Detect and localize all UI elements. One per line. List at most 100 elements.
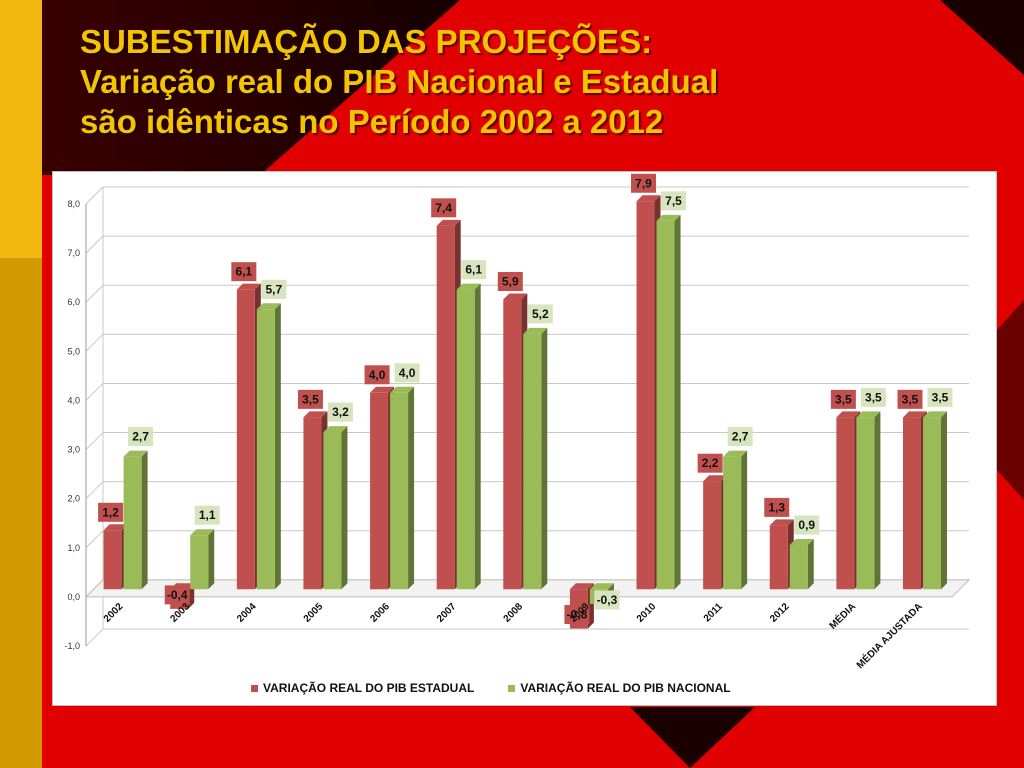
bar-nacional — [922, 417, 941, 590]
bar-nacional-side — [274, 303, 281, 590]
y-tick-label: 1,0 — [67, 543, 80, 553]
legend-swatch-nacional — [508, 684, 516, 692]
bar-nacional-side — [741, 450, 748, 590]
data-label-nacional: 3,2 — [332, 405, 349, 419]
bar-estadual — [370, 392, 389, 590]
data-label-estadual-box — [297, 389, 323, 409]
y-tick-label: -1,0 — [64, 641, 80, 651]
gridline-side — [85, 628, 104, 647]
data-label-estadual: -0,8 — [567, 608, 588, 622]
data-label-estadual-box — [631, 173, 657, 193]
bar-nacional — [523, 333, 542, 590]
bar-nacional-side — [807, 539, 814, 590]
gridline-side — [85, 530, 104, 549]
bar-nacional — [789, 545, 808, 590]
slide-title: SUBESTIMAÇÃO DAS PROJEÇÕES: Variação rea… — [80, 22, 718, 142]
bar-nacional — [390, 392, 409, 590]
x-tick-label: 2007 — [435, 601, 459, 625]
y-tick-label: 2,0 — [67, 494, 80, 504]
bar-estadual — [703, 481, 722, 590]
data-label-estadual: 1,3 — [768, 500, 785, 514]
x-tick-label: 2006 — [368, 601, 392, 625]
data-label-nacional-box — [394, 363, 420, 383]
bar-nacional-side — [674, 214, 681, 590]
y-tick-label: 3,0 — [67, 445, 80, 455]
data-label-nacional: 2,7 — [132, 430, 149, 444]
bar-nacional-side — [541, 327, 548, 590]
bar-nacional-side — [408, 386, 415, 590]
data-label-estadual: 3,5 — [302, 392, 319, 406]
data-label-estadual-box — [364, 365, 390, 385]
data-label-estadual-box — [697, 453, 723, 473]
data-label-estadual-box — [164, 585, 190, 605]
y-tick-label: 7,0 — [67, 248, 80, 258]
data-label-nacional: 7,5 — [665, 194, 682, 208]
x-tick-label: 2005 — [302, 601, 326, 625]
gridline-side — [85, 333, 104, 352]
data-label-nacional: 1,1 — [199, 508, 216, 522]
data-label-estadual: 6,1 — [235, 265, 252, 279]
bar-estadual — [236, 289, 255, 590]
data-label-nacional-box — [860, 387, 886, 407]
bar-estadual — [636, 201, 655, 590]
bar-chart: -1,0 0,0 1,0 2,0 3,0 4,0 5,0 6,0 7,0 8,0 1,2 2,7 200… — [64, 173, 971, 671]
bar-nacional-top — [656, 214, 681, 221]
data-label-nacional-box — [527, 304, 553, 324]
data-label-nacional-box — [727, 427, 753, 447]
x-tick-label: 2008 — [502, 601, 526, 625]
x-tick-label: 2012 — [768, 601, 792, 625]
data-label-estadual: -0,4 — [167, 588, 188, 602]
bar-nacional-top — [123, 450, 148, 457]
gridline-side — [85, 235, 104, 254]
y-tick-label: 5,0 — [67, 346, 80, 356]
bar-estadual — [836, 417, 855, 590]
data-label-nacional-box — [927, 387, 953, 407]
x-tick-label: MÉDIA AJUSTADA — [853, 600, 924, 671]
data-label-nacional: 0,9 — [798, 518, 815, 532]
legend-label-nacional: VARIAÇÃO REAL DO PIB NACIONAL — [520, 681, 731, 695]
data-label-estadual: 5,9 — [502, 274, 519, 288]
data-label-estadual: 3,5 — [902, 392, 919, 406]
bar-estadual-top — [703, 475, 728, 482]
data-label-estadual: 7,4 — [435, 201, 452, 215]
data-label-nacional: 3,5 — [932, 390, 949, 404]
gridline-side — [85, 186, 104, 205]
bar-estadual-top — [370, 386, 395, 393]
bar-nacional-side — [141, 450, 148, 590]
data-label-estadual-box — [231, 262, 257, 282]
data-label-nacional: 3,5 — [865, 390, 882, 404]
data-label-estadual: 4,0 — [369, 368, 386, 382]
bar-estadual-top — [236, 283, 261, 290]
data-label-nacional: 5,2 — [532, 307, 549, 321]
title-line-1: SUBESTIMAÇÃO DAS PROJEÇÕES: — [80, 23, 653, 60]
bar-nacional — [456, 289, 475, 590]
data-label-estadual-box — [564, 605, 590, 625]
data-label-nacional-box — [661, 191, 687, 211]
bar-estadual — [902, 417, 921, 590]
bar-estadual-top — [303, 411, 328, 418]
bar-nacional-top — [856, 411, 881, 418]
gridline-side — [85, 432, 104, 450]
data-label-nacional-box — [594, 590, 620, 610]
gridline-side — [85, 383, 104, 401]
bar-nacional-top — [390, 386, 415, 393]
bar-estadual-top — [569, 583, 594, 590]
data-label-estadual-box — [764, 497, 790, 517]
x-tick-label: 2010 — [635, 601, 659, 625]
bar-nacional-side — [474, 283, 481, 590]
data-label-nacional: -0,3 — [597, 593, 618, 607]
bar-nacional — [123, 456, 142, 590]
legend: VARIAÇÃO REAL DO PIB ESTADUAL VARIAÇÃO R… — [251, 681, 731, 695]
data-label-nacional-box — [128, 427, 154, 447]
chart-area: -1,0 0,0 1,0 2,0 3,0 4,0 5,0 6,0 7,0 8,0 1,2 2,7 200… — [52, 171, 997, 706]
bar-estadual-top — [769, 519, 794, 526]
bar-estadual — [503, 299, 522, 590]
bar-nacional-top — [589, 583, 614, 590]
bar-estadual-top — [902, 411, 927, 418]
data-label-nacional-box — [794, 515, 820, 535]
bar-nacional — [323, 432, 342, 590]
bar-nacional-side — [208, 529, 215, 590]
bar-nacional-side — [940, 411, 947, 590]
data-label-estadual-box — [431, 198, 457, 218]
data-label-estadual-box — [830, 389, 856, 409]
